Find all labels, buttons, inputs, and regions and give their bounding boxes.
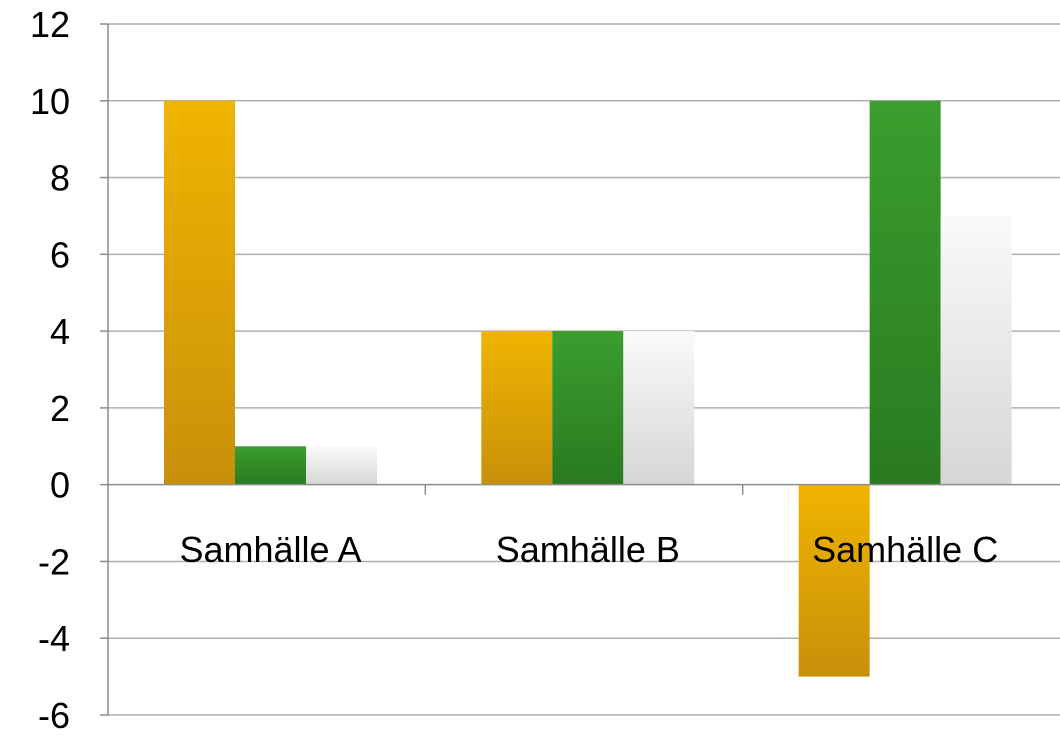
y-tick-label: 12 (30, 4, 70, 45)
y-tick-label: 8 (50, 158, 70, 199)
bars (164, 100, 1012, 677)
y-tick-label: -4 (38, 618, 70, 659)
y-tick-label: 2 (50, 388, 70, 429)
y-tick-label: 0 (50, 465, 70, 506)
bar-1-series-3 (306, 446, 377, 485)
bar-1-series-2 (235, 446, 306, 485)
y-tick-label: 4 (50, 311, 70, 352)
y-tick-label: -6 (38, 695, 70, 736)
bar-3-series-3 (940, 215, 1012, 485)
bar-3-series-1 (798, 484, 870, 677)
bar-1-series-1 (164, 100, 235, 485)
category-label: Samhälle C (812, 529, 998, 570)
bar-2-series-3 (623, 331, 695, 485)
category-labels: Samhälle A Samhälle B Samhälle C (179, 529, 998, 570)
y-tick-label: 6 (50, 234, 70, 275)
category-label: Samhälle A (179, 529, 361, 570)
bar-2-series-1 (481, 331, 553, 485)
category-label: Samhälle B (496, 529, 680, 570)
bar-3-series-2 (869, 100, 941, 485)
y-tick-labels: -6 -4 -2 0 2 4 6 8 10 12 (30, 4, 70, 736)
bar-2-series-2 (552, 331, 624, 485)
y-tick-label: 10 (30, 81, 70, 122)
y-tick-label: -2 (38, 541, 70, 582)
axes (100, 23, 1060, 716)
